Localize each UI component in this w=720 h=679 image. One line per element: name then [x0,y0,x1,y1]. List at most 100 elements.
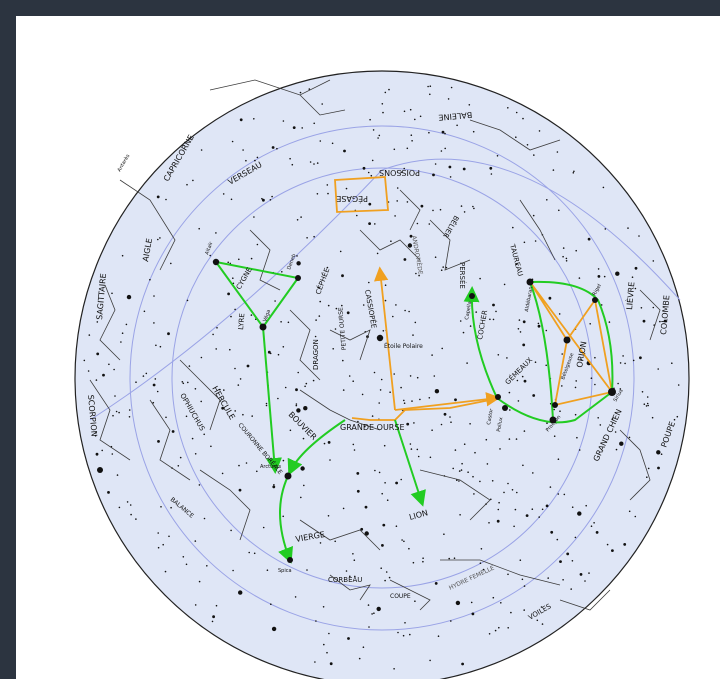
background-star [490,173,493,175]
background-star [499,448,501,450]
background-star [622,355,624,357]
background-star [346,311,350,315]
background-star [300,216,302,218]
background-star [434,163,437,165]
background-star [434,582,438,585]
background-star [531,508,534,511]
background-star [460,205,463,207]
background-star [494,629,497,632]
label-grande-ourse: GRANDE OURSE [340,423,405,432]
background-star [273,484,275,486]
background-star [507,482,509,485]
background-star [121,332,124,335]
background-star [489,318,491,321]
background-star [429,456,432,459]
background-star [238,258,240,261]
background-star [385,571,388,573]
background-star [393,148,396,151]
background-star [506,357,508,359]
background-star [377,137,379,139]
background-star [608,321,611,323]
background-star [157,532,159,534]
background-star [472,205,474,208]
background-star [422,560,424,563]
background-star [462,167,466,171]
background-star [459,514,461,516]
background-star [522,464,524,467]
background-star [646,402,649,405]
background-star [386,499,389,502]
background-star [341,274,344,278]
background-star [95,379,98,381]
background-star [396,187,399,189]
background-star [450,620,452,622]
background-star [281,271,283,273]
background-star [410,448,413,450]
background-star [321,103,324,105]
background-star [353,449,356,451]
background-star [519,331,522,333]
background-star [619,441,624,446]
background-star [474,451,476,454]
background-star [349,575,351,578]
background-star [353,559,356,561]
background-star [319,140,322,142]
background-star [638,235,640,237]
background-star [227,292,231,296]
background-star [444,147,447,150]
background-star [314,661,316,663]
background-star [230,198,233,201]
background-star [384,482,386,484]
background-star [367,171,370,174]
background-star [315,620,317,622]
background-star [301,127,304,129]
background-star [411,140,413,142]
background-star [660,453,663,456]
background-star [403,402,406,405]
background-star [295,403,298,405]
background-star [327,515,330,517]
background-star [486,463,489,465]
background-star [96,352,100,356]
background-star [585,504,587,507]
star-pollux: Pollux [496,417,504,433]
background-star [254,159,256,162]
background-star [339,250,342,253]
background-star [88,334,91,336]
background-star [364,531,369,536]
background-star [328,632,330,635]
background-star [194,388,197,390]
background-star [380,567,383,569]
background-star [406,201,409,203]
background-star [523,241,526,244]
background-star [656,450,661,455]
background-star [395,481,398,485]
background-star [657,466,660,470]
background-star [368,626,370,628]
background-star [262,198,265,202]
background-star [145,372,148,375]
background-star [118,411,120,414]
background-star [395,525,398,527]
background-star [251,415,253,417]
background-star [677,384,680,386]
background-star [128,409,131,411]
background-star [331,142,334,145]
background-star [459,320,462,322]
background-star [210,445,212,448]
background-star [378,134,381,137]
background-star [200,356,203,359]
background-star [507,627,510,629]
background-star [659,320,661,323]
background-star [400,478,403,481]
background-star [191,437,194,440]
background-star [482,568,485,571]
background-star [578,449,581,451]
background-star [221,472,224,475]
background-star [352,380,355,383]
background-star [606,543,609,546]
background-star [537,324,541,328]
background-star [521,375,524,378]
background-star [599,424,602,426]
background-star [479,562,482,564]
